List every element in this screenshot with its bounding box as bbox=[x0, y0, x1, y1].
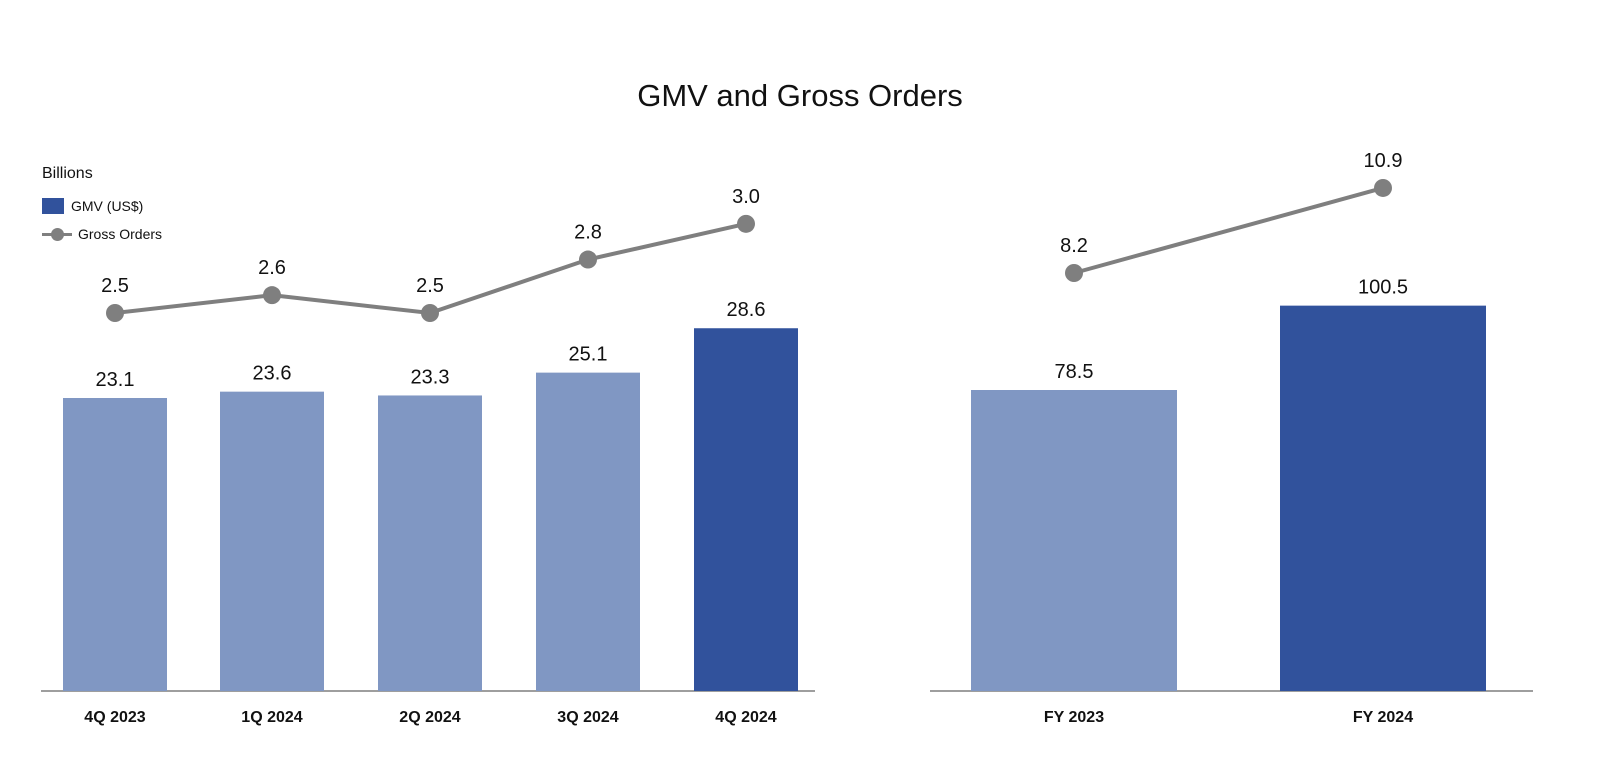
right-orders-label: 8.2 bbox=[1060, 235, 1088, 257]
left-orders-point bbox=[263, 286, 281, 305]
right-orders-point bbox=[1065, 264, 1083, 282]
right-bar-label: 100.5 bbox=[1358, 277, 1408, 299]
left-orders-point bbox=[106, 304, 124, 322]
left-orders-point bbox=[421, 304, 439, 322]
left-bar-label: 28.6 bbox=[727, 299, 766, 321]
left-category-label: 4Q 2023 bbox=[84, 709, 145, 726]
legend: GMV (US$) Gross Orders bbox=[42, 196, 162, 252]
left-category-label: 3Q 2024 bbox=[557, 709, 618, 726]
legend-label-gross-orders: Gross Orders bbox=[78, 226, 163, 242]
legend-item-gmv: GMV (US$) bbox=[42, 196, 162, 216]
left-bar-label: 25.1 bbox=[569, 344, 608, 366]
right-orders-line bbox=[1073, 186, 1384, 275]
right-bar-fy-2023 bbox=[971, 390, 1177, 691]
legend-line-marker bbox=[42, 226, 72, 242]
left-bar-label: 23.6 bbox=[253, 363, 292, 385]
right-bar-label: 78.5 bbox=[1055, 361, 1094, 383]
left-category-label: 4Q 2024 bbox=[715, 709, 776, 726]
right-category-label: FY 2024 bbox=[1353, 709, 1413, 726]
right-orders-point bbox=[1374, 178, 1392, 197]
legend-swatch-gmv bbox=[42, 198, 64, 214]
right-orders-label: 10.9 bbox=[1364, 150, 1403, 172]
left-bar-4q-2024 bbox=[694, 328, 798, 691]
left-category-label: 1Q 2024 bbox=[241, 709, 302, 726]
left-orders-point bbox=[737, 214, 755, 233]
unit-label: Billions bbox=[42, 165, 93, 182]
left-bar-3q-2024 bbox=[536, 372, 640, 691]
left-orders-label: 3.0 bbox=[732, 186, 760, 208]
left-category-label: 2Q 2024 bbox=[399, 709, 460, 726]
left-bar-2q-2024 bbox=[378, 395, 482, 691]
legend-label-gmv: GMV (US$) bbox=[71, 198, 144, 214]
legend-item-gross-orders: Gross Orders bbox=[42, 224, 162, 244]
left-bar-label: 23.1 bbox=[96, 369, 135, 391]
left-orders-label: 2.6 bbox=[258, 257, 286, 279]
chart-title: GMV and Gross Orders bbox=[637, 78, 963, 113]
left-orders-label: 2.8 bbox=[574, 222, 602, 244]
left-orders-label: 2.5 bbox=[101, 275, 129, 297]
left-orders-line bbox=[114, 221, 747, 316]
left-bar-label: 23.3 bbox=[411, 366, 450, 388]
left-orders-point bbox=[579, 250, 597, 269]
right-category-label: FY 2023 bbox=[1044, 709, 1104, 726]
left-orders-label: 2.5 bbox=[416, 275, 444, 297]
right-bar-fy-2024 bbox=[1280, 305, 1486, 691]
left-bar-1q-2024 bbox=[220, 391, 324, 691]
left-bar-4q-2023 bbox=[63, 398, 167, 691]
